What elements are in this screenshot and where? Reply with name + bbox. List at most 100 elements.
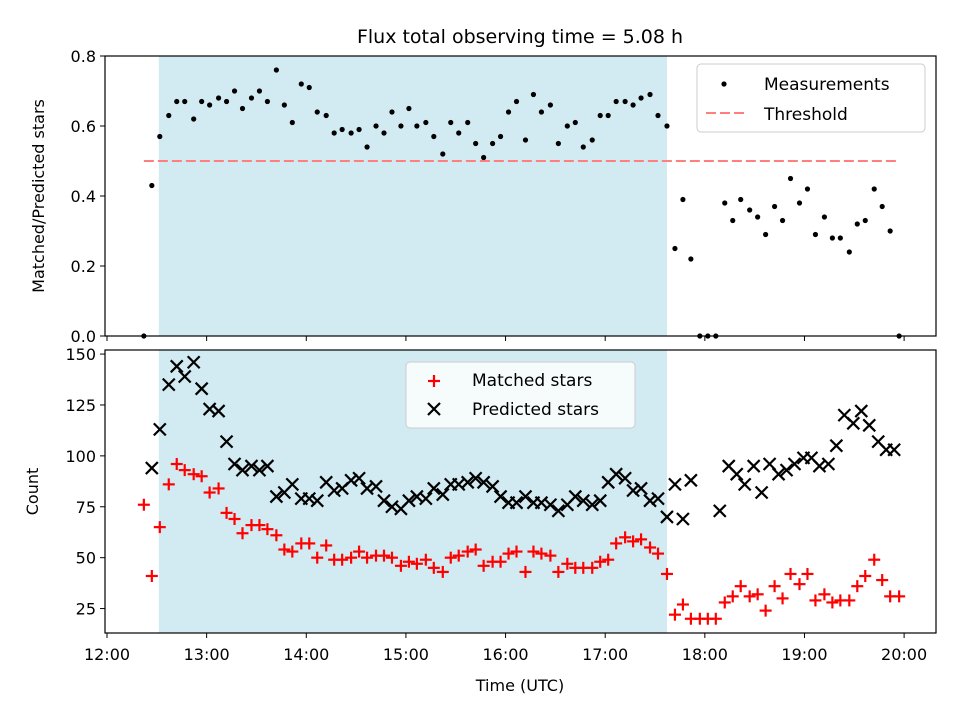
predicted-star-point — [427, 481, 441, 496]
measurement-point — [812, 231, 819, 238]
matched-star-point — [818, 588, 831, 601]
matched-star-point — [709, 612, 722, 625]
x-axis-label: Time (UTC) — [475, 676, 564, 695]
predicted-star-point — [219, 434, 234, 449]
matched-star-point — [278, 543, 291, 556]
matched-star-point — [385, 551, 398, 564]
legend-matched-marker — [428, 375, 440, 387]
measurement-point — [505, 109, 512, 115]
matched-star-point — [793, 578, 806, 591]
measurement-point — [555, 140, 561, 147]
y-tick-label: 100 — [65, 447, 96, 466]
matched-star-point — [801, 567, 814, 580]
x-tick-label: 17:00 — [582, 645, 628, 664]
measurement-point — [423, 119, 429, 126]
matched-star-point — [561, 557, 574, 570]
matched-star-point — [345, 551, 358, 564]
predicted-star-point — [352, 471, 366, 486]
measurement-point — [655, 112, 661, 119]
measurement-point — [298, 81, 304, 87]
measurement-point — [364, 144, 370, 150]
x-tick-label: 19:00 — [781, 645, 827, 664]
measurement-point — [779, 217, 786, 224]
matched-star-point — [195, 470, 208, 483]
matched-star-point — [751, 588, 764, 601]
measurement-point — [215, 95, 222, 101]
bottom-y-ticks: 25 50 75 100 125 150 — [65, 345, 105, 619]
matched-star-point — [594, 555, 607, 568]
measurement-point — [381, 130, 387, 136]
measurement-point — [837, 235, 843, 241]
matched-star-point — [776, 592, 789, 605]
measurement-point — [796, 200, 803, 206]
matched-star-point — [419, 553, 432, 566]
top-panel: 0.00.20.40.60.8 Matched/Predicted stars … — [29, 47, 937, 346]
measurement-point — [538, 109, 545, 115]
measurement-point — [273, 67, 279, 73]
matched-star-point — [137, 498, 150, 511]
matched-star-point — [784, 567, 797, 580]
y-tick-label: 0.4 — [71, 187, 96, 206]
matched-star-point — [843, 594, 856, 607]
matched-star-point — [644, 541, 657, 554]
matched-star-point — [170, 458, 183, 471]
measurement-point — [688, 256, 694, 262]
predicted-star-point — [779, 463, 794, 477]
matched-star-point — [610, 537, 623, 550]
matched-star-point — [893, 590, 906, 603]
predicted-star-point — [327, 483, 341, 498]
measurement-point — [547, 102, 553, 108]
predicted-stars-points — [145, 355, 901, 526]
predicted-star-point — [746, 459, 761, 473]
predicted-star-point — [369, 479, 383, 494]
measurement-point — [389, 109, 395, 115]
measurement-point — [647, 91, 653, 98]
measurement-point — [157, 133, 163, 140]
y-tick-label: 0.8 — [71, 47, 96, 66]
y-tick-label: 25 — [76, 600, 96, 619]
measurement-point — [787, 175, 794, 182]
measurement-point — [497, 133, 504, 140]
measurement-point — [664, 123, 670, 129]
matched-star-point — [162, 478, 175, 491]
measurement-point — [854, 221, 860, 227]
predicted-star-point — [684, 473, 698, 488]
measurement-point — [356, 126, 362, 133]
predicted-star-point — [269, 489, 284, 504]
x-tick-label: 20:00 — [881, 645, 927, 664]
matched-star-point — [602, 553, 615, 566]
measurement-point — [239, 105, 246, 112]
matched-star-point — [353, 545, 366, 558]
matched-star-point — [510, 545, 523, 558]
matched-star-point — [452, 549, 465, 562]
predicted-star-point — [568, 489, 583, 504]
measurement-point — [223, 98, 230, 105]
predicted-star-point — [493, 489, 508, 504]
matched-star-point — [676, 598, 689, 611]
bottom-x-ticks: 12:00 13:00 14:00 15:00 16:00 17:00 18:00 19:00… — [84, 633, 927, 664]
predicted-star-point — [485, 479, 500, 494]
matched-star-point — [377, 549, 390, 562]
measurement-point — [431, 133, 437, 140]
bottom-legend: Matched stars Predicted stars — [405, 361, 636, 429]
predicted-star-point — [626, 483, 640, 498]
predicted-star-point — [713, 504, 727, 518]
matched-star-point — [809, 594, 822, 607]
measurement-point — [207, 102, 213, 108]
predicted-star-point — [344, 473, 358, 488]
matched-star-point — [427, 561, 440, 574]
measurement-point — [722, 200, 728, 206]
predicted-star-point — [668, 477, 682, 492]
matched-star-point — [619, 531, 632, 544]
measurement-point — [281, 102, 287, 108]
matched-star-point — [494, 555, 507, 568]
measurement-point — [879, 203, 885, 210]
matched-star-point — [627, 535, 640, 548]
predicted-star-point — [618, 471, 632, 486]
measurement-point — [149, 182, 155, 189]
x-tick-label: 12:00 — [84, 645, 130, 664]
matched-star-point — [410, 557, 423, 570]
predicted-star-point — [634, 481, 648, 496]
predicted-star-point — [145, 461, 159, 475]
measurement-point — [398, 123, 404, 129]
